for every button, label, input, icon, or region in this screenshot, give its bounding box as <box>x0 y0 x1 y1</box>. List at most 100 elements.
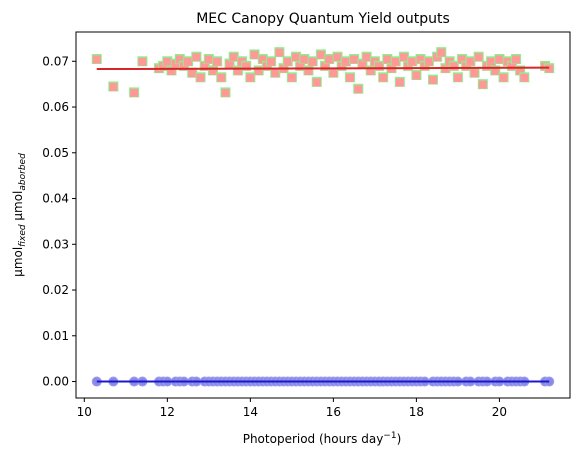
data-point-square <box>345 73 354 82</box>
data-point-square <box>391 57 400 66</box>
y-tick-label: 0.07 <box>42 54 69 68</box>
x-axis-label: Photoperiod (hours day−1) <box>243 431 402 446</box>
x-axis: 10 12 14 16 18 20 <box>77 398 507 419</box>
data-point-square <box>354 85 363 94</box>
data-point-square <box>520 73 529 82</box>
data-point-square <box>395 78 404 87</box>
data-point-square <box>208 66 217 75</box>
data-point-square <box>437 48 446 57</box>
data-point-square <box>325 55 334 64</box>
data-point-square <box>271 69 280 78</box>
data-point-square <box>138 57 147 66</box>
data-point-square <box>375 62 384 71</box>
data-point-square <box>379 73 388 82</box>
data-point-square <box>267 57 276 66</box>
data-point-square <box>333 53 342 62</box>
data-point-square <box>404 62 413 71</box>
data-point-square <box>416 55 425 64</box>
data-point-square <box>321 62 330 71</box>
data-point-square <box>179 62 188 71</box>
data-point-square <box>254 66 263 75</box>
data-point-square <box>175 55 184 64</box>
data-point-square <box>337 62 346 71</box>
data-point-square <box>366 66 375 75</box>
data-point-square <box>188 69 197 78</box>
data-point-square <box>433 53 442 62</box>
data-point-square <box>200 62 209 71</box>
data-point-square <box>300 55 309 64</box>
data-point-square <box>221 88 230 97</box>
trend-lines <box>96 66 550 383</box>
data-point-square <box>217 73 226 82</box>
data-point-square <box>163 57 172 66</box>
data-point-square <box>350 55 359 64</box>
x-tick-label: 16 <box>326 405 341 419</box>
data-point-square <box>262 62 271 71</box>
data-point-square <box>233 66 242 75</box>
data-point-square <box>516 66 525 75</box>
data-point-square <box>362 53 371 62</box>
trend-line <box>96 66 550 71</box>
y-tick-label: 0.03 <box>42 237 69 251</box>
data-point-square <box>283 57 292 66</box>
data-point-square <box>478 80 487 89</box>
data-point-square <box>204 55 213 64</box>
data-point-square <box>424 57 433 66</box>
data-point-square <box>512 55 521 64</box>
y-tick-label: 0.04 <box>42 192 69 206</box>
plot-area-frame <box>75 31 571 399</box>
x-tick-label: 12 <box>160 405 175 419</box>
data-point-square <box>130 88 139 97</box>
data-point-square <box>383 55 392 64</box>
data-point-square <box>225 60 234 69</box>
data-point-square <box>159 62 168 71</box>
plot-markers <box>91 47 555 387</box>
data-point-square <box>341 57 350 66</box>
data-point-square <box>399 53 408 62</box>
data-point-square <box>184 57 193 66</box>
data-point-square <box>296 62 305 71</box>
data-point-square <box>308 57 317 66</box>
data-point-square <box>482 62 491 71</box>
data-point-square <box>242 62 251 71</box>
data-point-square <box>458 55 467 64</box>
data-point-square <box>250 50 259 59</box>
y-tick-label: 0.06 <box>42 100 69 114</box>
data-point-square <box>304 66 313 75</box>
y-tick-label: 0.00 <box>42 375 69 389</box>
data-point-square <box>470 69 479 78</box>
y-axis-label: μmolfixed μmolaborbed <box>11 153 28 277</box>
data-point-square <box>287 73 296 82</box>
data-point-square <box>213 57 222 66</box>
data-point-square <box>316 50 325 59</box>
data-point-square <box>408 57 417 66</box>
data-point-square <box>258 55 267 64</box>
data-point-square <box>487 57 496 66</box>
data-point-square <box>429 76 438 85</box>
data-point-square <box>171 60 180 69</box>
data-point-square <box>329 69 338 78</box>
data-point-square <box>196 73 205 82</box>
x-tick-label: 10 <box>77 405 92 419</box>
data-point-square <box>466 57 475 66</box>
data-point-square <box>229 53 238 62</box>
y-tick-label: 0.02 <box>42 283 69 297</box>
data-point-square <box>312 78 321 87</box>
y-axis: 0.00 0.01 0.02 0.03 0.04 0.05 0.06 0.07 <box>42 54 76 389</box>
data-point-square <box>167 66 176 75</box>
x-tick-label: 14 <box>243 405 258 419</box>
data-point-square <box>246 73 255 82</box>
data-point-square <box>275 48 284 57</box>
data-point-square <box>92 55 101 64</box>
data-point-square <box>358 60 367 69</box>
x-tick-label: 20 <box>492 405 507 419</box>
data-point-square <box>192 53 201 62</box>
data-point-square <box>474 53 483 62</box>
data-point-square <box>499 73 508 82</box>
data-point-square <box>495 55 504 64</box>
data-point-square <box>449 62 458 71</box>
data-point-square <box>412 71 421 80</box>
chart-title: MEC Canopy Quantum Yield outputs <box>196 11 450 27</box>
data-point-square <box>462 62 471 71</box>
